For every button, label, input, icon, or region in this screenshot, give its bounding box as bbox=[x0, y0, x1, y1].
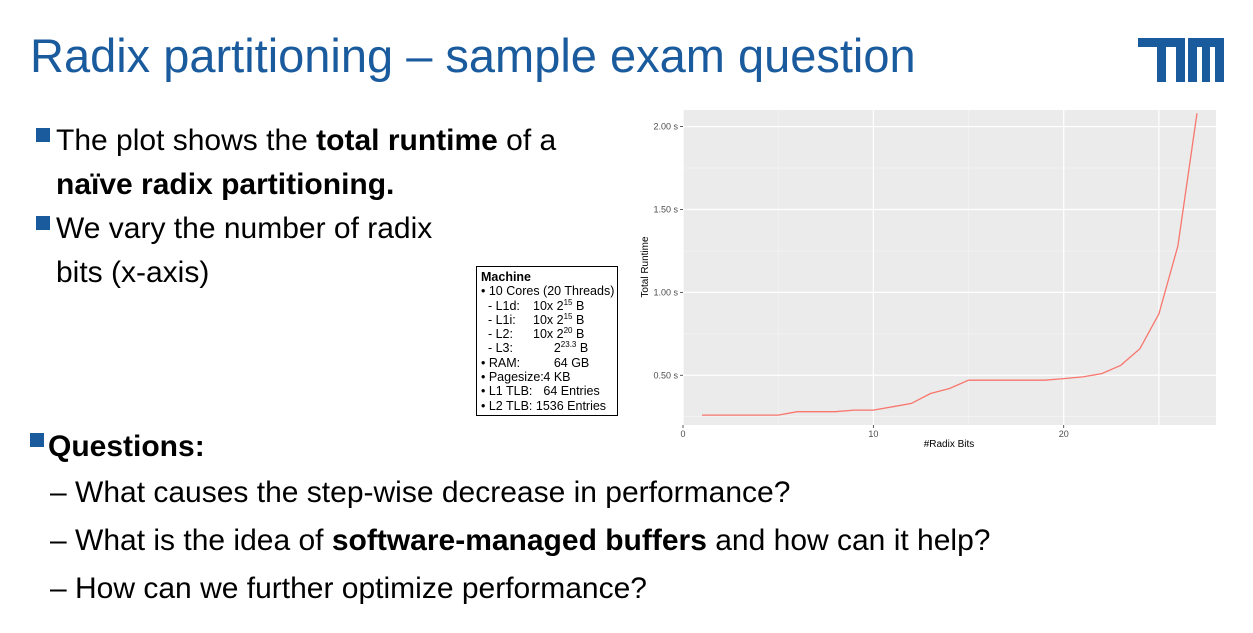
spec-label: • L1 TLB: bbox=[481, 384, 533, 399]
machine-spec-line: - L2: 10x 220 B bbox=[481, 326, 613, 342]
spec-label: • RAM: bbox=[481, 355, 521, 370]
bullet-text: naïve radix partitioning. bbox=[56, 168, 395, 201]
spec-label: • Pagesize: bbox=[481, 370, 544, 385]
spec-label: • L2 TLB: 1536 Entries bbox=[481, 398, 607, 413]
spec-value: 10x 215 B bbox=[533, 311, 585, 327]
bullet-line: The plot shows the total runtime of a bbox=[56, 124, 556, 158]
machine-spec-line: • L2 TLB: 1536 Entries bbox=[481, 399, 613, 413]
question-text: and how can it help? bbox=[706, 524, 991, 557]
x-tick-label: 20 bbox=[1059, 429, 1069, 439]
question-item: – How can we further optimize performanc… bbox=[50, 572, 647, 606]
machine-spec-line: • L1 TLB: 64 Entries bbox=[481, 384, 613, 398]
spec-label: - L1i: bbox=[481, 312, 516, 327]
machine-spec-line: - L3: 223.3 B bbox=[481, 340, 613, 356]
machine-spec-line: • RAM: 64 GB bbox=[481, 356, 613, 370]
spec-label: • 10 Cores (20 Threads) bbox=[481, 284, 615, 299]
spec-value: 64 Entries bbox=[533, 384, 600, 399]
spec-value: 223.3 B bbox=[533, 340, 589, 356]
machine-spec-line: • 10 Cores (20 Threads) bbox=[481, 284, 615, 299]
bullet-line: naïve radix partitioning. bbox=[56, 168, 394, 202]
y-tick-label: 1.00 s bbox=[653, 287, 678, 297]
slide-title: Radix partitioning – sample exam questio… bbox=[30, 29, 916, 82]
y-tick-label: 0.50 s bbox=[653, 370, 678, 380]
bullet-square-icon bbox=[36, 216, 50, 230]
spec-label: - L3: bbox=[481, 341, 513, 356]
runtime-line bbox=[702, 113, 1198, 416]
bullet-text: of a bbox=[497, 124, 557, 157]
question-text: – What causes the step-wise decrease in … bbox=[50, 476, 791, 509]
spec-value: 10x 215 B bbox=[533, 297, 585, 313]
bullet-square-icon bbox=[30, 433, 44, 447]
runtime-chart: 0 10 20 0.50 s 1.00 s 1.50 s 2.00 s #Radix Bit… bbox=[640, 110, 1216, 450]
bullet-line: bits (x-axis) bbox=[56, 256, 209, 290]
question-text: – What is the idea of bbox=[50, 524, 332, 557]
spec-value: 10x 220 B bbox=[533, 326, 585, 342]
machine-spec-line: - L1d: 10x 215 B bbox=[481, 297, 613, 313]
x-axis-label: #Radix Bits bbox=[924, 439, 975, 450]
questions-heading: Questions: bbox=[30, 430, 205, 464]
question-item: – What causes the step-wise decrease in … bbox=[50, 476, 790, 510]
spec-label: - L1d: bbox=[481, 298, 520, 313]
bullet-line: We vary the number of radix bbox=[56, 212, 432, 246]
bullet-text: We vary the number of radix bbox=[56, 212, 433, 245]
y-axis-label: Total Runtime bbox=[640, 236, 651, 298]
spec-value: 64 GB bbox=[533, 355, 590, 370]
bullet-text: The plot shows the bbox=[56, 124, 317, 157]
questions-heading-text: Questions: bbox=[48, 430, 205, 463]
question-text: – How can we further optimize performanc… bbox=[50, 572, 647, 605]
question-text: software-managed buffers bbox=[331, 524, 707, 557]
machine-title: Machine bbox=[481, 270, 532, 284]
bullet-text: total runtime bbox=[316, 124, 498, 157]
question-item: – What is the idea of software-managed b… bbox=[50, 524, 990, 558]
spec-label: - L2: bbox=[481, 327, 513, 342]
spec-value: 4 KB bbox=[533, 370, 571, 385]
x-tick-label: 10 bbox=[868, 429, 878, 439]
machine-spec-box: Machine • 10 Cores (20 Threads) - L1d: 10… bbox=[476, 266, 618, 416]
y-tick-label: 1.50 s bbox=[653, 204, 678, 214]
machine-spec-line: - L1i: 10x 215 B bbox=[481, 311, 613, 327]
bullet-square-icon bbox=[36, 128, 50, 142]
plot-panel bbox=[683, 110, 1216, 425]
bullet-text: bits (x-axis) bbox=[56, 256, 210, 289]
machine-spec-line: • Pagesize: 4 KB bbox=[481, 370, 613, 384]
x-tick-label: 0 bbox=[680, 429, 685, 439]
tum-logo bbox=[1138, 38, 1224, 82]
y-tick-label: 2.00 s bbox=[653, 122, 678, 132]
